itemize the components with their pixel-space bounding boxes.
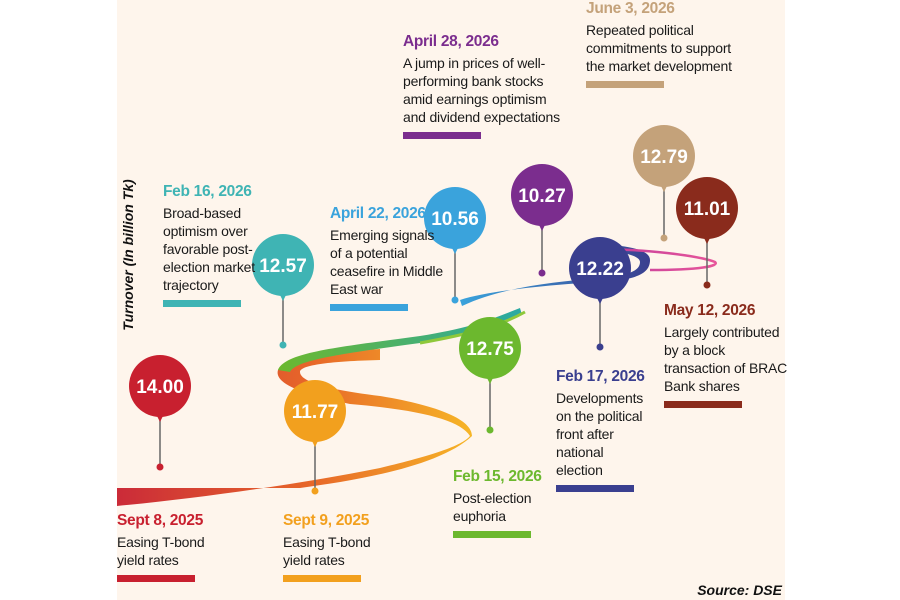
event-underline [664,401,742,408]
event-date: Feb 17, 2026 [556,368,645,385]
data-point [660,234,668,242]
event-underline [403,132,481,139]
event-annotation: Feb 16, 2026 Broad-based optimism over fa… [163,183,268,307]
event-annotation: Feb 15, 2026 Post-election euphoria [453,468,543,538]
value-balloon [252,234,314,296]
data-point [279,341,287,349]
value-balloon [459,317,521,379]
event-underline [556,485,634,492]
event-date: May 12, 2026 [664,302,756,319]
data-label: 11.01 [684,199,731,220]
data-point [538,269,546,277]
data-point [156,463,164,471]
event-annotation: Feb 17, 2026 Developments on the politica… [556,368,651,492]
value-balloon [129,355,191,417]
event-annotation: April 22, 2026 Emerging signals of a pote… [330,205,445,311]
event-annotation: Sept 8, 2025 Easing T-bond yield rates [117,512,207,582]
event-description: Post-election euphoria [453,490,532,524]
timeline-ribbon-blue [460,244,650,306]
value-balloon [424,187,486,249]
value-balloon [511,164,573,226]
source-note: Source: DSE [697,582,782,598]
data-label: 11.77 [292,402,339,423]
data-label: 14.00 [136,377,184,398]
data-point [596,343,604,351]
data-label: 12.79 [640,147,688,168]
event-underline [453,531,531,538]
event-description: A jump in prices of well-performing bank… [403,55,560,125]
event-date: Feb 16, 2026 [163,183,252,200]
event-description: Easing T-bond yield rates [283,534,371,568]
event-annotation: Sept 9, 2025 Easing T-bond yield rates [283,512,373,582]
event-description: Broad-based optimism over favorable post… [163,205,255,293]
event-description: Largely contributed by a block transacti… [664,324,788,394]
event-underline [163,300,241,307]
value-balloon [633,125,695,187]
event-underline [586,81,664,88]
data-label: 10.56 [431,209,479,230]
event-description: Developments on the political front afte… [556,390,644,478]
data-point [703,281,711,289]
event-annotation: June 3, 2026 Repeated political commitmen… [586,0,736,88]
event-description: Repeated political commitments to suppor… [586,22,732,74]
timeline-ribbon-green [278,308,522,372]
event-description: Emerging signals of a potential ceasefir… [330,227,443,297]
y-axis-label: Turnover (In billion Tk) [120,179,136,331]
data-label: 12.22 [576,259,624,280]
event-description: Easing T-bond yield rates [117,534,205,568]
timeline-ribbon-start [117,349,472,506]
event-date: April 22, 2026 [330,205,426,222]
value-balloon [676,177,738,239]
event-annotation: May 12, 2026 Largely contributed by a blo… [664,302,789,408]
timeline-ribbon-pink [599,248,717,272]
data-label: 12.75 [466,339,514,360]
data-point [451,296,459,304]
event-date: June 3, 2026 [586,0,675,17]
data-point [311,487,319,495]
event-date: Sept 9, 2025 [283,512,370,529]
data-point [486,426,494,434]
event-date: Sept 8, 2025 [117,512,204,529]
data-label: 12.57 [259,256,307,277]
event-annotation: April 28, 2026 A jump in prices of well-p… [403,33,568,139]
value-balloon [569,237,631,299]
value-balloon [284,380,346,442]
event-date: April 28, 2026 [403,33,499,50]
event-underline [283,575,361,582]
event-underline [117,575,195,582]
data-label: 10.27 [518,186,566,207]
event-underline [330,304,408,311]
event-date: Feb 15, 2026 [453,468,542,485]
